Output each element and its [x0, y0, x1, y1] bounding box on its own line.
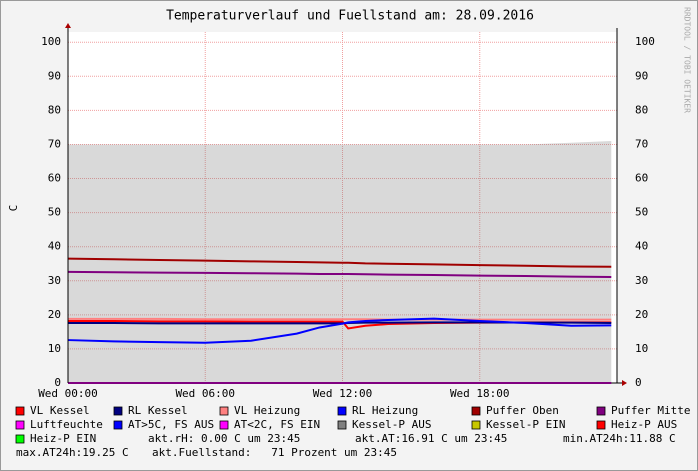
legend-swatch [15, 406, 25, 416]
legend-swatch [113, 420, 123, 430]
y-tick-label: 10 [48, 342, 61, 355]
y2-tick-label: 30 [635, 274, 648, 287]
annotation: akt.Fuellstand: 71 Prozent um 23:45 [152, 446, 397, 459]
legend-swatch [219, 420, 229, 430]
y-tick-label: 70 [48, 137, 61, 150]
y2-tick-label: 20 [635, 308, 648, 321]
legend-label: AT<2C, FS EIN [234, 418, 320, 431]
legend-swatch [15, 420, 25, 430]
legend-label: Puffer Mitte [611, 404, 690, 417]
x-arrow [622, 380, 627, 386]
y2-tick-label: 60 [635, 172, 648, 185]
y2-tick-label: 10 [635, 342, 648, 355]
legend-label: VL Heizung [234, 404, 300, 417]
line [67, 317, 612, 344]
legend-label: VL Kessel [30, 404, 90, 417]
y2-tick-label: 80 [635, 103, 648, 116]
legend-swatch [337, 420, 347, 430]
legend-swatch [596, 406, 606, 416]
x-tick-label: Wed 12:00 [313, 387, 373, 400]
legend-label: Puffer Oben [486, 404, 559, 417]
legend-label: AT>5C, FS AUS [128, 418, 214, 431]
legend-swatch [113, 406, 123, 416]
y-tick-label: 80 [48, 103, 61, 116]
legend-swatch [471, 420, 481, 430]
legend-swatch [471, 406, 481, 416]
legend-label: Heiz-P EIN [30, 432, 96, 445]
x-tick-label: Wed 06:00 [175, 387, 235, 400]
legend-label: Luftfeuchte [30, 418, 103, 431]
y2-tick-label: 40 [635, 240, 648, 253]
watermark: RRDTOOL / TOBI OETIKER [683, 7, 692, 113]
legend-label: Heiz-P AUS [611, 418, 677, 431]
legend-label: Kessel-P AUS [352, 418, 431, 431]
y-tick-label: 60 [48, 172, 61, 185]
y-tick-label: 30 [48, 274, 61, 287]
chart-title: Temperaturverlauf und Fuellstand am: 28.… [166, 9, 534, 24]
annotation: akt.AT:16.91 C um 23:45 [355, 432, 507, 445]
annotation: min.AT24h:11.88 C [563, 432, 676, 445]
y2-tick-label: 100 [635, 35, 655, 48]
y2-tick-label: 50 [635, 206, 648, 219]
y2-tick-label: 0 [635, 376, 642, 389]
legend-swatch [15, 434, 25, 444]
legend-swatch [337, 406, 347, 416]
y-tick-label: 40 [48, 240, 61, 253]
legend-swatch [219, 406, 229, 416]
y-axis-label: C [7, 205, 20, 212]
y-tick-label: 90 [48, 69, 61, 82]
legend-label: Kessel-P EIN [486, 418, 565, 431]
annotation: akt.rH: 0.00 C um 23:45 [148, 432, 300, 445]
legend-swatch [596, 420, 606, 430]
y-tick-label: 20 [48, 308, 61, 321]
y2-tick-label: 70 [635, 137, 648, 150]
line [67, 257, 612, 268]
legend-label: RL Heizung [352, 404, 418, 417]
y-arrow [65, 23, 71, 28]
x-tick-label: Wed 00:00 [38, 387, 98, 400]
y-tick-label: 0 [54, 376, 61, 389]
line [67, 270, 612, 279]
y2-tick-label: 90 [635, 69, 648, 82]
y-tick-label: 50 [48, 206, 61, 219]
annotation: max.AT24h:19.25 C [16, 446, 129, 459]
legend-label: RL Kessel [128, 404, 188, 417]
y-tick-label: 100 [41, 35, 61, 48]
x-tick-label: Wed 18:00 [450, 387, 510, 400]
line [68, 317, 612, 321]
